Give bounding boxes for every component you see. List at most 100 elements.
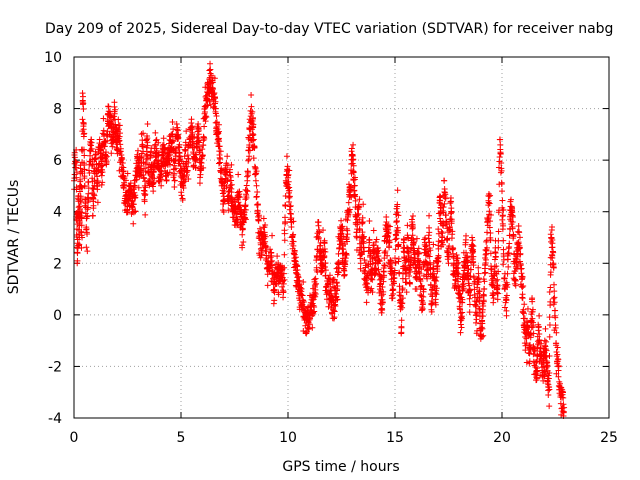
data-point xyxy=(169,119,176,126)
data-point xyxy=(283,153,290,160)
data-point xyxy=(121,181,128,188)
data-point xyxy=(535,323,542,330)
data-point xyxy=(254,207,261,214)
data-point xyxy=(509,219,516,226)
data-point xyxy=(271,297,278,304)
data-point xyxy=(178,192,185,199)
data-point xyxy=(429,293,436,300)
data-point xyxy=(130,220,137,227)
data-point xyxy=(201,135,208,142)
x-axis-label: GPS time / hours xyxy=(282,459,399,475)
data-point xyxy=(464,253,471,260)
data-point xyxy=(554,344,561,351)
data-point xyxy=(217,148,224,155)
data-point xyxy=(160,135,167,142)
data-point xyxy=(561,404,568,411)
data-point xyxy=(96,136,103,143)
data-point xyxy=(530,330,537,337)
data-point xyxy=(503,292,510,299)
data-point xyxy=(197,171,204,178)
data-point xyxy=(211,75,218,82)
data-point xyxy=(312,290,319,297)
data-point xyxy=(409,213,416,220)
data-point xyxy=(281,264,288,271)
data-point xyxy=(196,139,203,146)
data-point xyxy=(502,282,509,289)
data-point xyxy=(249,108,256,115)
data-point xyxy=(176,141,183,148)
data-point xyxy=(391,267,398,274)
data-point xyxy=(287,203,294,210)
data-point xyxy=(489,290,496,297)
data-point xyxy=(408,256,415,263)
data-point xyxy=(246,141,253,148)
data-point xyxy=(360,240,367,247)
data-point xyxy=(390,280,397,287)
data-point xyxy=(490,295,497,302)
data-point xyxy=(127,180,134,187)
data-point xyxy=(170,138,177,145)
data-point xyxy=(372,239,379,246)
data-point xyxy=(341,271,348,278)
data-point xyxy=(81,166,88,173)
data-point xyxy=(315,222,322,229)
data-point xyxy=(498,179,505,186)
data-point xyxy=(282,218,289,225)
data-point xyxy=(243,194,250,201)
data-point xyxy=(438,228,445,235)
data-point xyxy=(206,67,213,74)
data-point xyxy=(509,225,516,232)
data-point xyxy=(476,288,483,295)
data-point xyxy=(495,268,502,275)
data-point xyxy=(108,120,115,127)
data-point xyxy=(482,269,489,276)
y-tick-label: 6 xyxy=(53,153,62,169)
data-point xyxy=(428,308,435,315)
data-point xyxy=(239,226,246,233)
data-point xyxy=(185,155,192,162)
data-point xyxy=(102,149,109,156)
data-point xyxy=(338,217,345,224)
data-point xyxy=(526,350,533,357)
data-point xyxy=(415,245,422,252)
data-point xyxy=(419,304,426,311)
data-point xyxy=(505,249,512,256)
data-point xyxy=(142,184,149,191)
data-point xyxy=(464,258,471,265)
data-point xyxy=(144,135,151,142)
data-point xyxy=(437,215,444,222)
data-point xyxy=(203,113,210,120)
data-point xyxy=(243,182,250,189)
data-point xyxy=(290,218,297,225)
data-point xyxy=(495,228,502,235)
data-point xyxy=(440,203,447,210)
data-point xyxy=(546,289,553,296)
data-point xyxy=(483,244,490,251)
data-point xyxy=(248,103,255,110)
data-point xyxy=(85,196,92,203)
data-point xyxy=(79,93,86,100)
data-point xyxy=(228,177,235,184)
data-point xyxy=(491,263,498,270)
data-point xyxy=(469,237,476,244)
data-point xyxy=(549,252,556,259)
data-point xyxy=(487,212,494,219)
data-point xyxy=(287,202,294,209)
data-point xyxy=(306,321,313,328)
data-point xyxy=(130,186,137,193)
data-point xyxy=(334,296,341,303)
data-point xyxy=(224,178,231,185)
data-point xyxy=(117,130,124,137)
data-point xyxy=(404,222,411,229)
data-point xyxy=(119,160,126,167)
data-point xyxy=(78,244,85,251)
data-point xyxy=(172,165,179,172)
data-point xyxy=(98,172,105,179)
data-point xyxy=(356,225,363,232)
data-point xyxy=(393,218,400,225)
data-point xyxy=(415,250,422,257)
data-point xyxy=(439,241,446,248)
data-point xyxy=(499,213,506,220)
data-point xyxy=(263,248,270,255)
data-point xyxy=(291,248,298,255)
